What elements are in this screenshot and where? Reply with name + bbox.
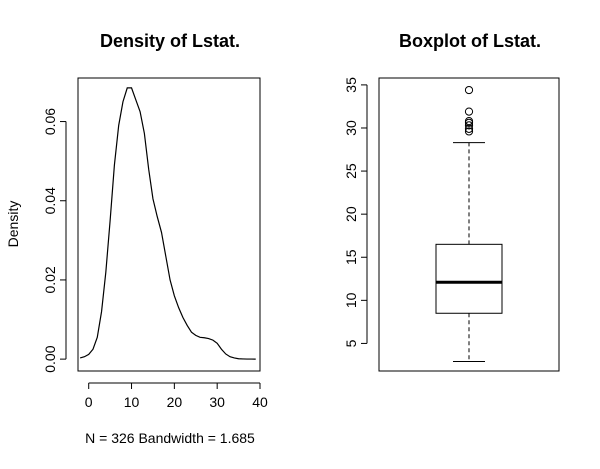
density-x-tick-label: 10 xyxy=(124,394,140,410)
boxplot-outlier-point xyxy=(464,124,474,133)
boxplot-marks xyxy=(435,85,503,363)
density-x-tick-label: 40 xyxy=(252,394,268,410)
density-x-label: N = 326 Bandwidth = 1.685 xyxy=(85,430,255,446)
boxplot-y-axis: 5 10 15 20 25 30 35 xyxy=(343,77,368,347)
density-y-tick-label: 0.06 xyxy=(42,108,58,135)
boxplot-y-tick-label: 35 xyxy=(343,77,359,93)
boxplot-y-tick-label: 30 xyxy=(343,120,359,136)
boxplot-y-tick-label: 25 xyxy=(343,163,359,179)
boxplot-outlier-point xyxy=(464,127,474,136)
boxplot-plot-frame xyxy=(378,77,560,372)
boxplot-title: Boxplot of Lstat. xyxy=(399,31,541,51)
boxplot-outlier-point xyxy=(464,107,474,116)
density-y-tick-label: 0.02 xyxy=(42,266,58,293)
boxplot-outlier-point xyxy=(464,85,474,95)
boxplot-y-tick-label: 20 xyxy=(343,206,359,222)
density-title: Density of Lstat. xyxy=(100,31,240,51)
boxplot-y-tick-label: 10 xyxy=(343,292,359,308)
density-x-tick-label: 20 xyxy=(167,394,183,410)
boxplot-y-tick-label: 15 xyxy=(343,249,359,265)
density-series-line xyxy=(79,87,256,360)
boxplot-outlier-point xyxy=(464,116,474,126)
density-y-tick-label: 0.04 xyxy=(42,187,58,214)
density-x-tick-label: 30 xyxy=(209,394,225,410)
density-x-axis: 0 10 20 30 40 xyxy=(85,382,268,410)
boxplot-outlier-point xyxy=(464,121,474,130)
density-plot-frame xyxy=(77,77,261,372)
boxplot-panel: Boxplot of Lstat. 5 10 15 20 25 30 35 xyxy=(343,31,560,372)
density-y-tick-label: 0.00 xyxy=(42,345,58,372)
density-y-axis: 0.00 0.02 0.04 0.06 xyxy=(42,108,67,373)
density-y-label: Density xyxy=(5,201,21,248)
density-panel: Density of Lstat. 0 10 20 30 40 0.00 0.02 0.04… xyxy=(5,31,268,446)
boxplot-box xyxy=(435,243,503,314)
density-x-tick-label: 0 xyxy=(85,394,93,410)
boxplot-y-tick-label: 5 xyxy=(343,339,359,347)
